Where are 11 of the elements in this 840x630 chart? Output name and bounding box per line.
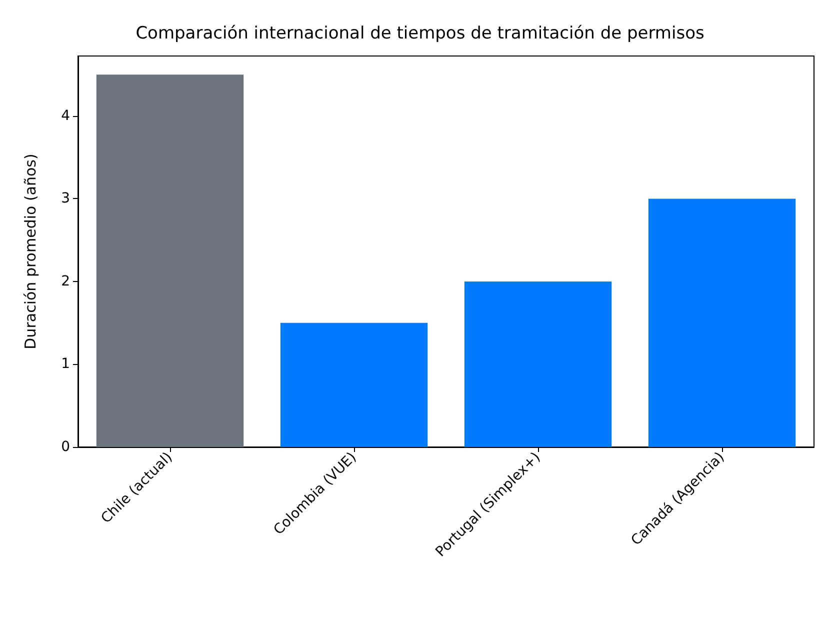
bar bbox=[648, 198, 796, 447]
y-tick-label: 2 bbox=[61, 273, 70, 290]
y-tick-label: 1 bbox=[61, 356, 70, 372]
bar bbox=[96, 74, 244, 447]
bar bbox=[280, 322, 428, 447]
y-tick-label: 4 bbox=[61, 108, 70, 124]
y-axis-title: Duración promedio (años) bbox=[22, 154, 40, 350]
y-tick-label: 0 bbox=[61, 439, 70, 455]
chart-title: Comparación internacional de tiempos de tramitación de permisos bbox=[136, 24, 704, 44]
bar bbox=[464, 281, 612, 447]
y-tick-label: 3 bbox=[61, 190, 70, 207]
